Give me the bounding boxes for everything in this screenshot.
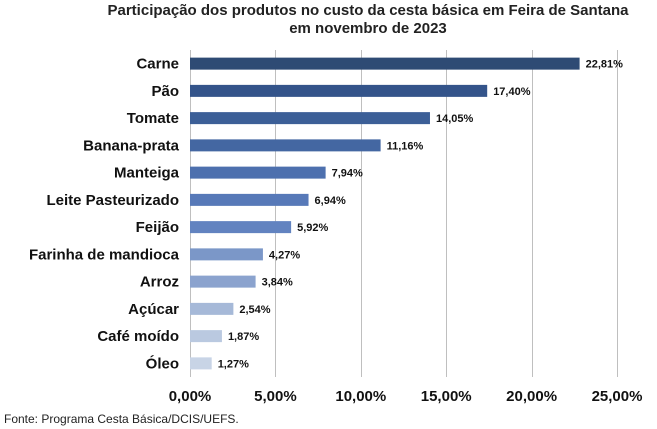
x-tick-label: 0,00% [169,388,212,405]
data-label: 6,94% [315,195,346,207]
bar [190,248,263,261]
data-label: 3,84% [262,277,293,289]
category-label: Feijão [136,219,179,236]
bar [190,193,309,206]
bar [190,166,326,179]
data-label: 11,16% [387,140,424,152]
x-tick-label: 25,00% [592,388,643,405]
bar [190,84,488,97]
bar [190,221,292,234]
x-tick-label: 15,00% [421,388,472,405]
data-label: 2,54% [239,304,270,316]
data-label: 14,05% [436,113,474,125]
chart-title: Participação dos produtos no custo da ce… [108,2,630,37]
category-label: Carne [136,56,179,73]
data-label: 1,27% [218,358,249,370]
category-label: Leite Pasteurizado [46,192,179,209]
bar [190,357,212,370]
source-note: Fonte: Programa Cesta Básica/DCIS/UEFS. [4,412,239,426]
value-labels: 22,81% 17,40% 14,05% 11,16% 7,94% 6,94% 5,92% 4… [218,59,623,371]
category-label: Tomate [127,110,179,127]
x-tick-label: 10,00% [335,388,386,405]
data-label: 7,94% [332,168,363,180]
category-label: Manteiga [114,165,180,182]
category-label: Café moído [97,328,179,345]
bar [190,275,256,288]
category-label: Óleo [146,354,179,372]
category-labels: Carne Pão Tomate Banana-prata Manteiga Leite … [29,56,180,373]
x-tick-label: 5,00% [254,388,297,405]
category-label: Açúcar [128,301,179,318]
data-label: 22,81% [586,59,624,71]
data-label: 5,92% [297,222,328,234]
data-label: 17,40% [493,86,531,98]
gridlines [190,50,618,377]
bar [190,139,381,152]
x-tick-label: 20,00% [506,388,557,405]
bar [190,302,234,315]
data-label: 1,87% [228,331,259,343]
bar [190,330,222,343]
category-label: Banana-prata [83,137,180,154]
category-label: Pão [151,83,179,100]
category-label: Arroz [140,274,179,291]
x-axis-tick-labels: 0,00% 5,00% 10,00% 15,00% 20,00% 25,00% [169,388,643,405]
category-label: Farinha de mandioca [29,246,180,263]
data-label: 4,27% [269,249,300,261]
chart-title-line-2: em novembro de 2023 [289,20,447,37]
bars [190,57,580,370]
bar [190,57,580,70]
chart-title-line-1: Participação dos produtos no custo da ce… [108,2,630,19]
bar [190,112,430,125]
